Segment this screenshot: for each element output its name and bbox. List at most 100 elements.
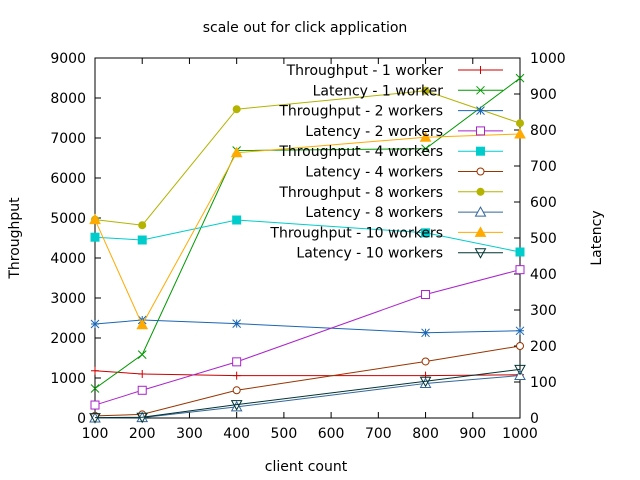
data-point [514, 127, 526, 139]
chart-title: scale out for click application [203, 20, 408, 36]
data-point [514, 364, 526, 376]
y-tick-label: 4000 [50, 251, 86, 267]
legend: Throughput - 1 worker Latency - 1 worker T… [269, 63, 503, 262]
legend-entry: Throughput - 1 worker [286, 63, 503, 79]
x-tick-label: 400 [223, 426, 250, 442]
data-point [419, 376, 432, 388]
legend-label: Latency - 4 workers [305, 165, 443, 181]
data-point [89, 413, 101, 424]
series-line [94, 368, 521, 419]
data-point [515, 326, 525, 336]
legend-label: Latency - 10 workers [296, 246, 443, 262]
series-4 [90, 265, 525, 410]
data-point [421, 86, 430, 95]
data-point [516, 342, 524, 350]
legend-label: Throughput - 2 workers [278, 104, 443, 120]
data-point [232, 105, 241, 114]
x-tick-label: 900 [459, 426, 486, 442]
y-tick-label: 6000 [50, 171, 86, 187]
data-point [421, 144, 430, 154]
data-point [230, 400, 243, 412]
legend-marker [474, 226, 487, 237]
legend-marker [476, 66, 485, 74]
series-line [94, 319, 521, 334]
data-point [421, 328, 430, 338]
data-point [232, 386, 241, 395]
y2-tick-label: 700 [530, 159, 557, 175]
legend-label: Latency - 1 worker [313, 83, 444, 99]
x-tick-label: 500 [271, 426, 298, 442]
legend-entry: Latency - 4 workers [305, 165, 503, 181]
data-point [90, 384, 100, 393]
y-tick-label: 9000 [50, 51, 86, 67]
x-tick-label: 200 [129, 426, 156, 442]
data-point [90, 319, 100, 329]
y-tick-label: 7000 [50, 131, 86, 147]
data-point [421, 357, 430, 366]
data-point [232, 371, 241, 380]
series-10 [89, 364, 526, 424]
y2-tick-label: 0 [530, 411, 539, 427]
data-point [138, 221, 147, 230]
legend-entry: Throughput - 2 workers [278, 104, 503, 120]
legend-marker [476, 126, 485, 136]
x-tick-label: 300 [176, 426, 203, 442]
data-point [232, 319, 242, 328]
legend-entry: Latency - 1 worker [313, 83, 503, 99]
series-layer [89, 73, 526, 424]
legend-entry: Latency - 8 workers [305, 205, 503, 221]
series-7 [91, 86, 524, 230]
data-point [232, 357, 242, 367]
legend-label: Throughput - 8 workers [278, 185, 443, 201]
y-tick-label: 1000 [50, 371, 86, 387]
y2-tick-label: 100 [530, 375, 557, 391]
data-point [419, 377, 432, 388]
data-point [91, 366, 99, 375]
data-point [421, 228, 431, 238]
y-tick-label: 5000 [50, 211, 86, 227]
x-tick-label: 800 [412, 426, 439, 442]
legend-entry: Throughput - 10 workers [269, 225, 503, 241]
data-point [137, 350, 147, 359]
data-point [230, 146, 243, 158]
legend-marker [474, 206, 487, 217]
data-point [516, 119, 524, 128]
series-9 [89, 127, 526, 330]
y2-axis-title: Latency [589, 210, 605, 265]
series-line [94, 370, 521, 377]
y2-tick-label: 600 [530, 195, 557, 211]
legend-marker [476, 85, 485, 95]
legend-label: Throughput - 1 worker [286, 63, 444, 79]
data-point [232, 215, 242, 225]
data-point [419, 131, 432, 142]
legend-entry: Latency - 2 workers [305, 124, 503, 140]
x-tick-label: 600 [318, 426, 345, 442]
y2-tick-label: 900 [530, 87, 557, 103]
legend-label: Latency - 8 workers [305, 205, 443, 221]
x-axis-title: client count [265, 459, 348, 475]
y-tick-label: 3000 [50, 291, 86, 307]
x-tick-label: 700 [365, 426, 392, 442]
y2-tick-label: 200 [530, 339, 557, 355]
series-line [94, 269, 521, 406]
y-tick-label: 8000 [50, 91, 86, 107]
x-tick-label: 1000 [502, 426, 538, 442]
data-point [515, 73, 525, 83]
legend-marker [474, 248, 487, 259]
legend-marker [476, 146, 485, 156]
data-point [90, 400, 100, 410]
y2-tick-label: 400 [530, 267, 557, 283]
y2-tick-label: 300 [530, 303, 557, 319]
data-point [515, 265, 525, 275]
series-line [94, 375, 521, 419]
legend-entry: Throughput - 8 workers [278, 185, 503, 201]
data-point [136, 412, 149, 424]
y2-tick-label: 1000 [530, 51, 566, 67]
legend-entry: Throughput - 4 workers [278, 144, 503, 160]
legend-marker [476, 187, 485, 196]
data-point [138, 370, 147, 378]
y2-tick-label: 500 [530, 231, 557, 247]
series-1 [91, 366, 524, 380]
series-5 [90, 215, 525, 257]
